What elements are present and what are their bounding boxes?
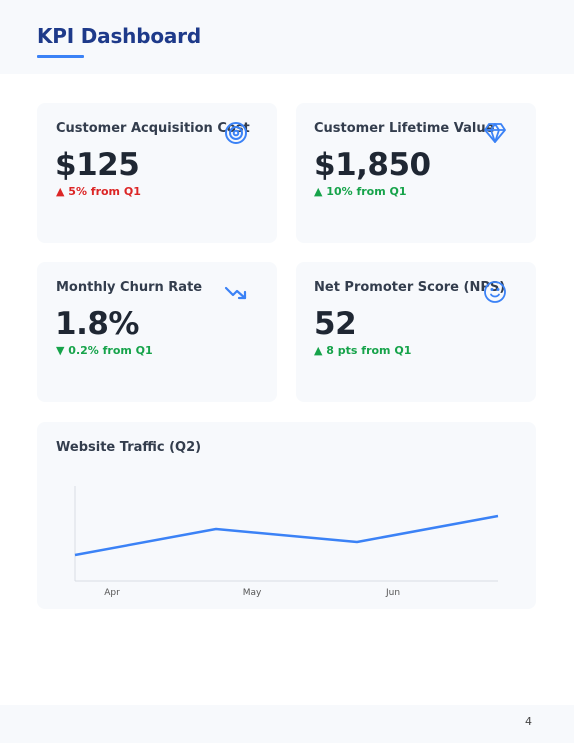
website-traffic-card: Website Traffic (Q2) Apr May Jun	[37, 422, 536, 609]
kpi-card-lifetime-value: Customer Lifetime Value $1,850 ▲ 10% fro…	[296, 103, 536, 243]
footer-bar: 4	[0, 705, 574, 743]
kpi-title: Net Promoter Score (NPS)	[314, 280, 506, 295]
x-tick-label: Jun	[385, 588, 400, 598]
title-underline	[37, 55, 84, 58]
kpi-title: Customer Acquisition Cost	[56, 121, 250, 136]
diamond-icon	[483, 121, 507, 145]
x-tick-label: Apr	[104, 588, 120, 598]
x-tick-label: May	[243, 588, 262, 598]
trending-down-icon	[224, 281, 248, 305]
chart-title: Website Traffic (Q2)	[56, 440, 202, 455]
kpi-value: $125	[55, 147, 140, 183]
kpi-value: 52	[314, 306, 357, 342]
kpi-card-churn-rate: Monthly Churn Rate 1.8% ▼ 0.2% from Q1	[37, 262, 277, 402]
traffic-line-chart: Apr May Jun	[74, 486, 499, 598]
kpi-value: 1.8%	[55, 306, 139, 342]
kpi-card-nps: Net Promoter Score (NPS) 52 ▲ 8 pts from…	[296, 262, 536, 402]
kpi-title: Monthly Churn Rate	[56, 280, 203, 295]
traffic-series-line	[74, 514, 499, 557]
kpi-title: Customer Lifetime Value	[314, 121, 495, 136]
kpi-card-acquisition-cost: Customer Acquisition Cost $125 ▲ 5% from…	[37, 103, 277, 243]
smile-icon	[483, 280, 507, 304]
target-icon	[224, 121, 248, 145]
kpi-delta: ▲ 10% from Q1	[314, 185, 407, 198]
page-number: 4	[525, 715, 532, 728]
kpi-delta: ▲ 5% from Q1	[56, 185, 141, 198]
kpi-delta: ▼ 0.2% from Q1	[56, 344, 153, 357]
kpi-value: $1,850	[314, 147, 431, 183]
header-bar: KPI Dashboard	[0, 0, 574, 74]
kpi-delta: ▲ 8 pts from Q1	[314, 344, 412, 357]
page-title: KPI Dashboard	[37, 24, 201, 48]
